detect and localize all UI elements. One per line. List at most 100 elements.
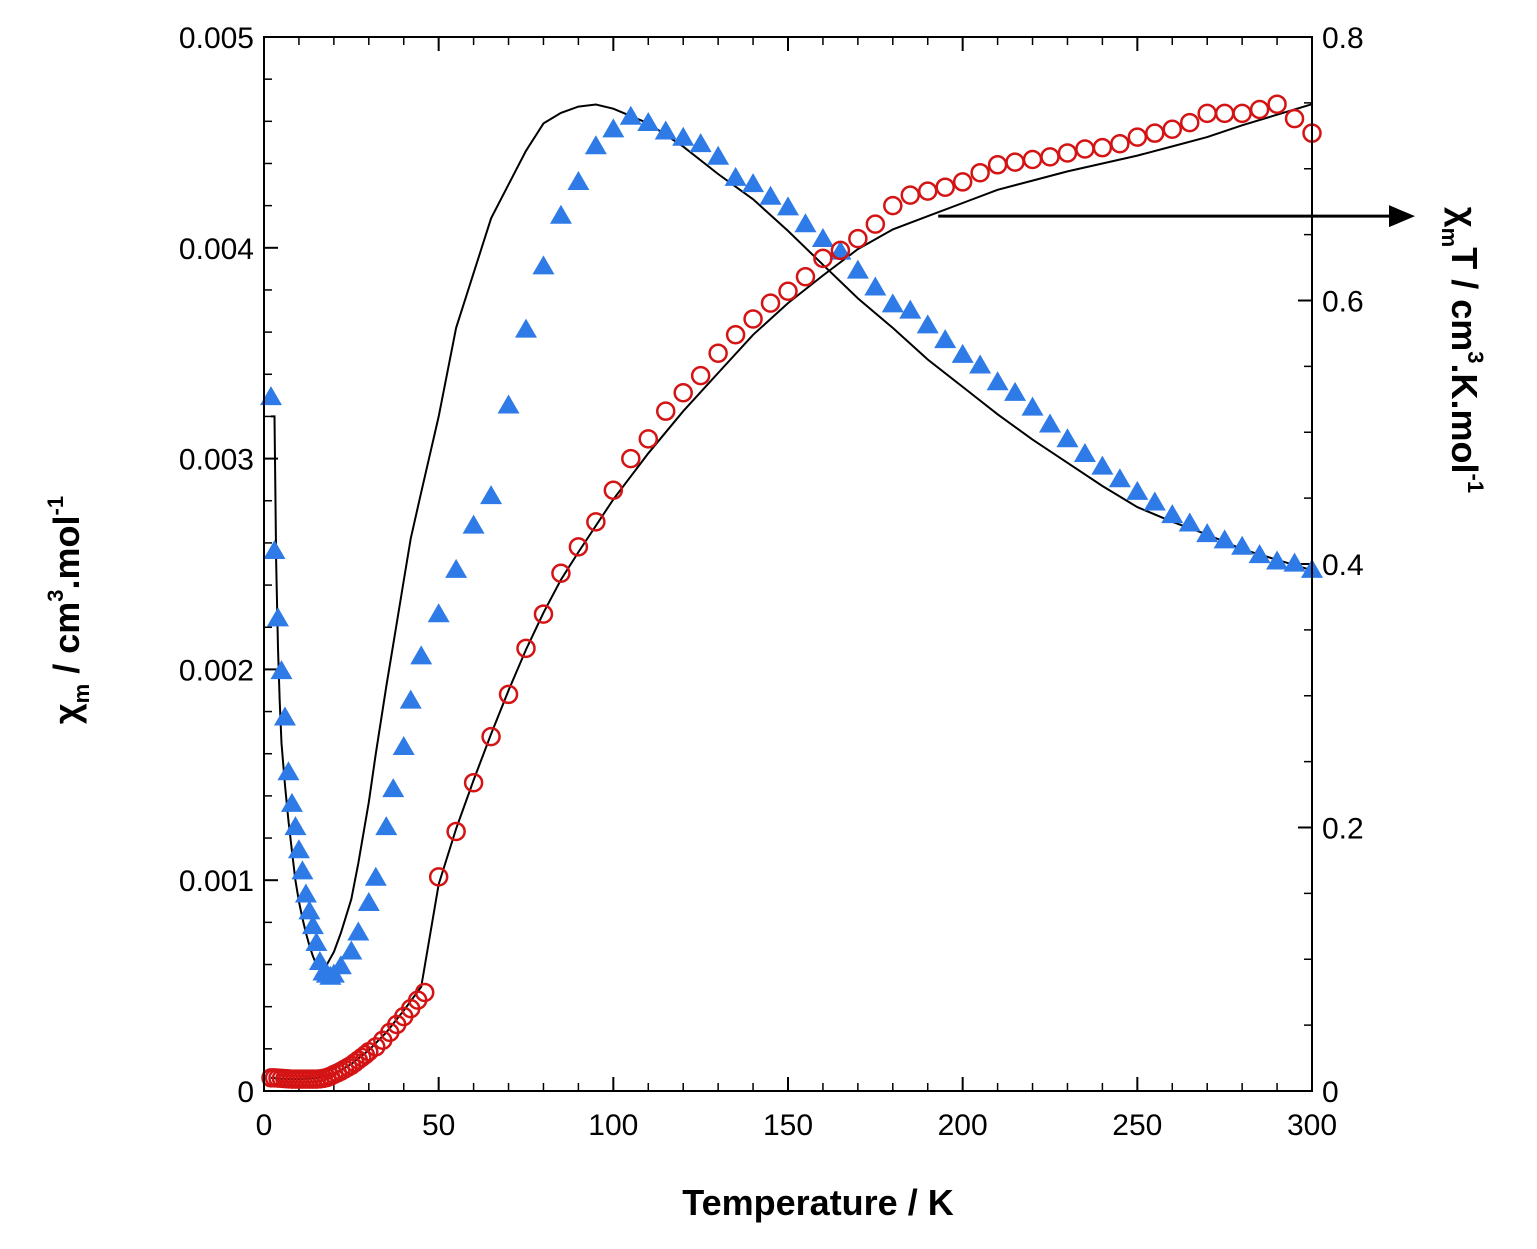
- chi-m-point: [1073, 442, 1096, 462]
- data-markers: [259, 94, 1323, 1089]
- chi-m-point: [270, 660, 293, 680]
- chi-m-point: [287, 839, 310, 859]
- y-left-axis-title: χm / cm3.mol-1: [43, 496, 94, 724]
- chi-mt-point: [830, 240, 851, 261]
- chi-mt-point: [1179, 112, 1200, 133]
- chi-m-point: [1196, 523, 1219, 543]
- chi-mt-point: [621, 448, 641, 469]
- chi-m-point: [846, 259, 869, 279]
- chi-m-point: [497, 394, 520, 414]
- chi-mt-point: [778, 281, 798, 302]
- chi-m-point: [759, 185, 782, 205]
- chi-mt-point: [673, 382, 693, 403]
- chi-mt-point: [603, 480, 624, 500]
- plot-frame: [263, 36, 1313, 1092]
- chi-m-point: [969, 354, 992, 374]
- chi-m-point: [480, 485, 503, 505]
- chi-m-point: [1231, 535, 1254, 555]
- y-right-tick-label: 0: [1322, 1076, 1339, 1109]
- chi-mt-point: [366, 1037, 386, 1057]
- chi-mt-point: [935, 177, 955, 197]
- chi-m-point: [266, 607, 289, 627]
- chi-m-point: [1248, 544, 1271, 564]
- chi-m-point: [916, 314, 939, 334]
- chi-m-point: [1108, 468, 1131, 488]
- tick-labels: 0 50 100 150 200 250 30000.0010.0020.0030.0040…: [179, 22, 1364, 1142]
- chi-mt-point: [1145, 123, 1165, 143]
- chi-m-point: [294, 883, 317, 903]
- chi-mt-point: [568, 537, 589, 557]
- chi-mt-point: [690, 365, 711, 386]
- chi-mt-point: [743, 309, 763, 329]
- chi-mt-point: [1057, 143, 1078, 163]
- fit-line-chi-m: [271, 103, 1313, 970]
- y-left-tick-label: 0.005: [179, 22, 254, 55]
- chi-mt-point: [865, 214, 886, 234]
- chi-m-point: [382, 778, 405, 798]
- annotation-arrow: [938, 205, 1415, 228]
- chi-m-point: [1091, 455, 1114, 475]
- chi-m-point: [329, 955, 352, 975]
- chi-mt-point: [1284, 108, 1305, 129]
- chi-mt-point: [1197, 103, 1217, 124]
- chi-mt-point: [498, 684, 519, 705]
- x-tick-label: 50: [422, 1109, 455, 1142]
- chi-m-point: [375, 816, 398, 836]
- y-right-tick-label: 0.2: [1322, 813, 1364, 846]
- y-right-axis-title: χmT / cm3.K.mol-1: [1437, 207, 1488, 493]
- chi-mt-point: [516, 638, 536, 659]
- chi-mt-point: [1249, 99, 1270, 120]
- chi-mt-point: [1040, 147, 1060, 167]
- chi-mt-point: [1232, 103, 1252, 124]
- x-tick-label: 150: [763, 1109, 813, 1142]
- chi-mt-point: [917, 181, 938, 201]
- chi-m-point: [951, 343, 974, 363]
- chi-m-point: [1126, 480, 1149, 500]
- chi-mt-point: [970, 162, 990, 183]
- chi-m-point: [602, 118, 625, 138]
- chi-mt-point: [760, 293, 781, 313]
- chi-mt-point: [638, 429, 659, 449]
- chi-m-point: [305, 932, 328, 952]
- chi-mt-point: [987, 155, 1008, 175]
- chi-mt-point: [725, 325, 746, 345]
- chi-mt-point: [586, 512, 606, 532]
- y-left-tick-label: 0: [237, 1076, 254, 1109]
- x-tick-label: 0: [256, 1109, 273, 1142]
- chi-mt-point: [1110, 133, 1130, 154]
- chi-mt-point: [481, 726, 501, 747]
- chi-m-point: [445, 558, 468, 578]
- chi-m-point: [1039, 413, 1061, 433]
- x-axis-title: Temperature / K: [682, 1182, 953, 1223]
- y-left-tick-label: 0.003: [179, 444, 254, 477]
- chi-m-point: [829, 240, 852, 260]
- chi-mt-point: [1005, 152, 1025, 172]
- x-tick-label: 200: [938, 1109, 988, 1142]
- chi-mt-point: [708, 343, 728, 363]
- chi-m-point: [689, 133, 712, 153]
- chi-mt-point: [551, 563, 571, 583]
- arrow-head: [1389, 205, 1415, 228]
- chi-m-point: [280, 792, 303, 812]
- chi-m-point: [427, 603, 450, 623]
- chi-m-point: [864, 276, 887, 296]
- chi-m-point: [259, 386, 282, 406]
- chi-mt-point: [1127, 127, 1148, 147]
- chi-mt-point: [1267, 94, 1287, 114]
- fit-curves: [270, 103, 1313, 1081]
- chi-m-point: [811, 227, 834, 247]
- chi-m-point: [340, 940, 363, 960]
- chi-m-point: [291, 860, 314, 880]
- chi-mt-point: [428, 867, 449, 887]
- x-tick-label: 100: [588, 1109, 638, 1142]
- chi-m-point: [1056, 428, 1079, 448]
- y-left-tick-label: 0.004: [179, 233, 254, 266]
- chi-mt-point: [848, 228, 868, 249]
- chi-m-point: [347, 921, 370, 941]
- chi-m-point: [742, 173, 765, 193]
- chi-mt-point: [813, 248, 833, 269]
- y-right-tick-label: 0.8: [1322, 22, 1364, 55]
- chi-m-point: [1178, 512, 1201, 532]
- chi-m-point: [277, 761, 300, 781]
- chi-m-point: [263, 539, 286, 559]
